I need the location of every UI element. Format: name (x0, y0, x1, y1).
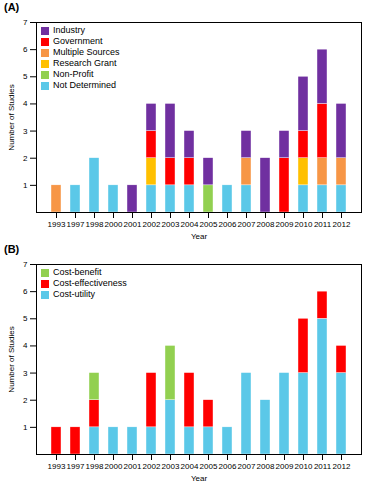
svg-text:3: 3 (23, 127, 28, 136)
html-text:Cost-benefit: Cost-benefit (53, 267, 102, 277)
svg-text:2010: 2010 (295, 220, 313, 229)
svg-text:2005: 2005 (200, 462, 218, 471)
html-text:Multiple Sources: Multiple Sources (53, 47, 120, 57)
html-text:Industry: Industry (53, 25, 85, 35)
svg-text:1: 1 (23, 423, 28, 432)
html-text:(B): (B) (4, 243, 20, 255)
svg-text:2005: 2005 (200, 220, 218, 229)
svg-text:5: 5 (23, 72, 28, 81)
svg-text:1998: 1998 (86, 220, 104, 229)
svg-text:2011: 2011 (314, 462, 332, 471)
html-text:Not Determined: Not Determined (53, 80, 116, 90)
svg-text:7: 7 (23, 18, 28, 27)
svg-text:2012: 2012 (333, 220, 351, 229)
svg-text:2000: 2000 (105, 220, 123, 229)
svg-text:2004: 2004 (181, 220, 199, 229)
svg-text:2012: 2012 (333, 462, 351, 471)
svg-text:2002: 2002 (143, 220, 161, 229)
svg-text:2008: 2008 (257, 220, 275, 229)
svg-text:2001: 2001 (124, 220, 142, 229)
svg-text:2001: 2001 (124, 462, 142, 471)
svg-text:2006: 2006 (219, 220, 237, 229)
svg-text:2004: 2004 (181, 462, 199, 471)
svg-text:Year: Year (191, 232, 208, 241)
html-text:Non-Profit: Non-Profit (53, 69, 94, 79)
svg-text:1993: 1993 (48, 462, 66, 471)
svg-text:6: 6 (23, 287, 28, 296)
svg-text:1998: 1998 (86, 462, 104, 471)
svg-text:1997: 1997 (67, 220, 85, 229)
svg-text:3: 3 (23, 369, 28, 378)
svg-text:4: 4 (23, 341, 28, 350)
svg-text:2: 2 (23, 154, 28, 163)
svg-text:Number of Studies: Number of Studies (7, 326, 16, 392)
svg-text:2009: 2009 (276, 220, 294, 229)
svg-text:2000: 2000 (105, 462, 123, 471)
svg-text:1993: 1993 (48, 220, 66, 229)
svg-text:5: 5 (23, 314, 28, 323)
svg-text:2011: 2011 (314, 220, 332, 229)
svg-text:2009: 2009 (276, 462, 294, 471)
svg-text:Number of Studies: Number of Studies (7, 84, 16, 150)
svg-text:2007: 2007 (238, 462, 256, 471)
svg-text:4: 4 (23, 99, 28, 108)
svg-text:6: 6 (23, 45, 28, 54)
html-text:Research Grant: Research Grant (53, 58, 117, 68)
html-text:Cost-utility: Cost-utility (53, 289, 95, 299)
svg-text:7: 7 (23, 260, 28, 269)
svg-text:Year: Year (191, 474, 208, 483)
svg-text:2002: 2002 (143, 462, 161, 471)
html-text:Government: Government (53, 36, 103, 46)
svg-text:1997: 1997 (67, 462, 85, 471)
svg-text:2003: 2003 (162, 462, 180, 471)
html-text:Cost-effectiveness: Cost-effectiveness (53, 278, 127, 288)
svg-text:2: 2 (23, 396, 28, 405)
svg-text:2007: 2007 (238, 220, 256, 229)
svg-text:2003: 2003 (162, 220, 180, 229)
svg-text:1: 1 (23, 181, 28, 190)
svg-text:2008: 2008 (257, 462, 275, 471)
html-text:(A): (A) (4, 1, 20, 13)
svg-text:2006: 2006 (219, 462, 237, 471)
svg-text:2010: 2010 (295, 462, 313, 471)
